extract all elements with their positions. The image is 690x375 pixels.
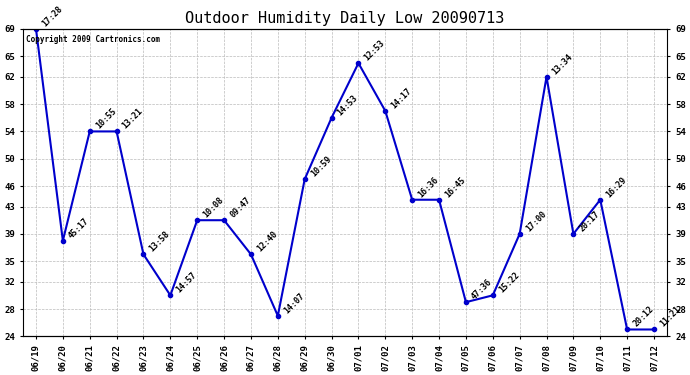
Text: 47:36: 47:36 — [470, 278, 494, 302]
Text: 20:17: 20:17 — [578, 209, 602, 233]
Text: 12:53: 12:53 — [363, 38, 386, 62]
Text: 14:57: 14:57 — [175, 270, 199, 295]
Text: 17:28: 17:28 — [40, 4, 64, 28]
Text: 14:17: 14:17 — [389, 86, 413, 110]
Text: 16:29: 16:29 — [604, 175, 629, 199]
Text: 17:00: 17:00 — [524, 209, 548, 233]
Text: 14:07: 14:07 — [282, 291, 306, 315]
Text: 13:21: 13:21 — [121, 106, 145, 130]
Text: 16:36: 16:36 — [416, 175, 440, 199]
Text: 10:08: 10:08 — [201, 195, 226, 219]
Text: 13:58: 13:58 — [148, 230, 172, 254]
Text: 45:17: 45:17 — [67, 216, 91, 240]
Title: Outdoor Humidity Daily Low 20090713: Outdoor Humidity Daily Low 20090713 — [186, 11, 504, 26]
Text: 15:22: 15:22 — [497, 270, 521, 295]
Text: 11:21: 11:21 — [658, 304, 682, 329]
Text: 13:34: 13:34 — [551, 52, 575, 76]
Text: 20:12: 20:12 — [631, 304, 656, 329]
Text: 16:45: 16:45 — [443, 175, 467, 199]
Text: 14:53: 14:53 — [336, 93, 359, 117]
Text: 10:59: 10:59 — [309, 154, 333, 178]
Text: 09:47: 09:47 — [228, 195, 253, 219]
Text: Copyright 2009 Cartronics.com: Copyright 2009 Cartronics.com — [26, 35, 160, 44]
Text: 12:40: 12:40 — [255, 230, 279, 254]
Text: 10:55: 10:55 — [94, 106, 118, 130]
